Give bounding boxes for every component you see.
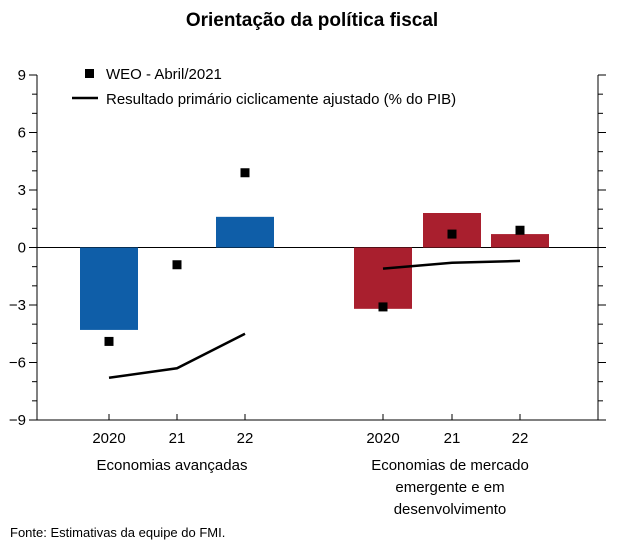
x-tick-label: 21 xyxy=(169,430,186,447)
legend-marker-label: WEO - Abril/2021 xyxy=(106,66,222,83)
chart-title: Orientação da política fiscal xyxy=(185,10,439,31)
y-tick-label: −6 xyxy=(9,355,26,372)
tick-labels: −9 −6 −3 0 3 6 9 2020 21 22 2020 21 22 xyxy=(9,67,528,447)
weo-marker xyxy=(447,229,457,239)
bar xyxy=(216,216,274,248)
bar xyxy=(491,234,549,248)
series-line-advanced xyxy=(108,332,246,380)
series-line-emerging xyxy=(382,259,521,270)
weo-marker xyxy=(104,336,114,346)
source-note: Fonte: Estimativas da equipe do FMI. xyxy=(10,525,226,540)
y-tick-label: 6 xyxy=(18,125,26,142)
y-tick-label: −3 xyxy=(9,297,26,314)
x-tick-label: 2020 xyxy=(366,430,399,447)
x-tick-label: 2020 xyxy=(92,430,125,447)
x-tick-label: 21 xyxy=(444,430,461,447)
legend-marker-swatch xyxy=(85,69,94,78)
weo-marker xyxy=(172,260,182,270)
y-tick-label: 3 xyxy=(18,182,26,199)
y-tick-label: −9 xyxy=(9,412,26,429)
bars-layer xyxy=(80,213,549,330)
legend: WEO - Abril/2021 Resultado primário cicl… xyxy=(72,66,456,108)
group-label-advanced: Economias avançadas xyxy=(96,457,248,474)
y-tick-label: 9 xyxy=(18,67,26,84)
x-tick-label: 22 xyxy=(512,430,529,447)
weo-marker xyxy=(240,168,250,178)
x-tick-label: 22 xyxy=(237,430,254,447)
markers-layer xyxy=(104,168,525,346)
bar xyxy=(80,247,138,330)
bar xyxy=(354,247,412,309)
weo-marker xyxy=(378,302,388,312)
lines-layer xyxy=(108,259,521,380)
weo-marker xyxy=(515,225,525,235)
y-tick-label: 0 xyxy=(18,240,26,257)
legend-line-label: Resultado primário ciclicamente ajustado… xyxy=(106,91,456,108)
group-label-emerging: Economias de mercado emergente e em dese… xyxy=(371,457,529,518)
